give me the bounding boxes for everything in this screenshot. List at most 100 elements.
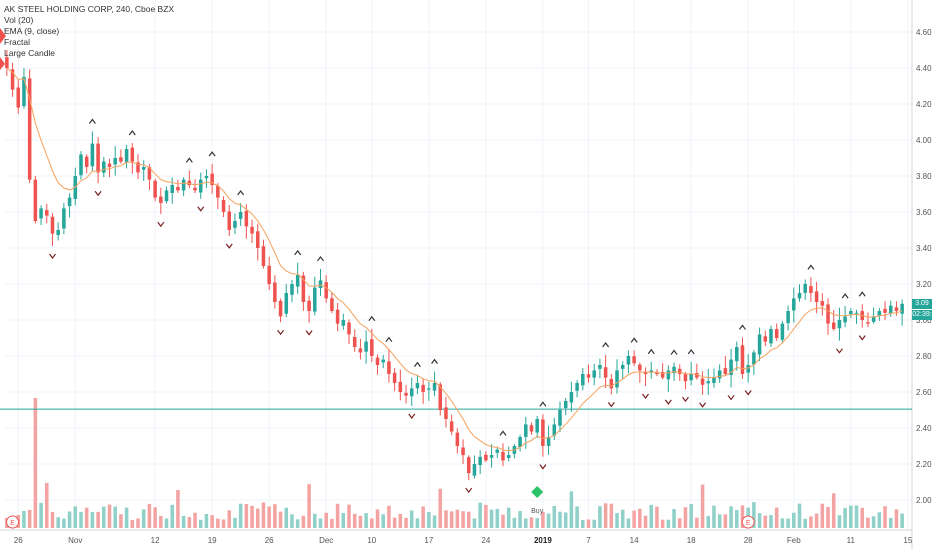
volume-bar xyxy=(512,517,517,528)
volume-bar xyxy=(575,506,579,528)
candle-body xyxy=(888,305,893,314)
volume-bar xyxy=(153,507,157,528)
candle-body xyxy=(409,388,414,397)
candle-body xyxy=(501,451,505,461)
volume-bar xyxy=(62,518,66,528)
candle-body xyxy=(10,69,15,90)
candle-body xyxy=(324,282,328,299)
volume-bar xyxy=(427,512,431,528)
fractal-down-marker xyxy=(305,330,313,336)
fractal-down-marker xyxy=(664,399,672,405)
candle-body xyxy=(164,190,169,202)
volume-bar xyxy=(752,502,756,528)
candle-body xyxy=(735,347,739,362)
volume-bar xyxy=(478,502,482,528)
candle-body xyxy=(39,208,43,219)
volume-bar xyxy=(455,509,460,528)
candle-body xyxy=(438,384,443,410)
fractal-up-marker xyxy=(858,291,866,297)
volume-bar xyxy=(655,506,659,528)
volume-bar xyxy=(421,506,425,528)
legend-ema[interactable]: EMA (9, close) xyxy=(4,26,60,36)
volume-bar xyxy=(809,516,813,528)
candle-body xyxy=(421,384,425,392)
time-tick-label: 26 xyxy=(265,536,274,545)
volume-bar xyxy=(352,513,357,528)
volume-bar xyxy=(837,515,842,528)
volume-bar xyxy=(888,517,893,528)
candle-body xyxy=(803,284,807,293)
time-axis[interactable]: 26 Nov 12 19 26 Dec 10 17 24 2019 7 14 18 28 Feb 11 15 xyxy=(14,536,913,545)
volume-bar xyxy=(740,505,745,528)
candle-body xyxy=(255,231,260,248)
candle-body xyxy=(79,154,83,176)
fractal-up-marker xyxy=(294,249,302,256)
volume-bar xyxy=(535,518,539,528)
volume-bar xyxy=(107,504,112,528)
fractal-down-marker xyxy=(835,348,843,354)
volume-bar xyxy=(501,514,505,528)
earnings-label: E xyxy=(746,520,751,527)
time-tick-label: 15 xyxy=(903,536,912,545)
candle-body xyxy=(740,345,745,374)
candle-body xyxy=(569,392,574,403)
fractal-down-marker xyxy=(681,396,689,403)
volume-bar xyxy=(558,511,562,528)
candle-body xyxy=(381,359,385,363)
volume-bar xyxy=(484,504,488,528)
volume-bar xyxy=(786,518,790,528)
candle-body xyxy=(387,361,391,374)
price-tick-label: 3.40 xyxy=(916,244,932,253)
candle-body xyxy=(56,230,60,236)
candle-body xyxy=(284,293,289,314)
candle-body xyxy=(250,226,254,234)
legend-fractal[interactable]: Fractal xyxy=(4,37,30,47)
legend-vol[interactable]: Vol (20) xyxy=(4,15,34,25)
candle-body xyxy=(837,320,842,329)
candle-body xyxy=(769,329,773,344)
volume-bar xyxy=(102,506,106,528)
candle-body xyxy=(638,364,642,371)
legend-symbol[interactable]: AK STEEL HOLDING CORP, 240, Cboe BZX xyxy=(4,4,175,14)
price-tick-label: 3.60 xyxy=(916,208,932,217)
candle-body xyxy=(221,199,226,212)
candle-body xyxy=(204,176,209,179)
price-axis[interactable]: 4.60 4.40 4.20 4.00 3.80 3.60 3.40 3.20 3.00 2.80… xyxy=(916,28,932,505)
price-tick-label: 4.40 xyxy=(916,64,932,73)
volume-bar xyxy=(210,515,214,528)
volume-bar xyxy=(900,513,904,528)
candle-body xyxy=(683,374,688,382)
fractal-down-marker xyxy=(94,190,102,197)
volume-bar xyxy=(398,513,403,528)
volume-bar xyxy=(113,506,117,528)
candle-body xyxy=(814,291,819,302)
fractal-down-marker xyxy=(197,206,205,212)
fractal-up-marker xyxy=(128,130,136,136)
volume-bar xyxy=(22,511,26,528)
candle-body xyxy=(552,424,557,436)
fractal-up-marker xyxy=(630,337,638,343)
volume-bar xyxy=(712,505,716,528)
candle-body xyxy=(267,265,271,284)
volume-bar xyxy=(273,504,277,528)
candle-body xyxy=(757,334,762,355)
volume-bar xyxy=(649,504,654,528)
volume-bar xyxy=(763,515,768,528)
legend-large-candle[interactable]: Large Candle xyxy=(4,48,56,58)
candle-body xyxy=(472,464,477,476)
price-tick-label: 3.80 xyxy=(916,172,932,181)
volume-bar xyxy=(244,504,249,528)
volume-bar xyxy=(814,513,819,528)
volume-bar xyxy=(866,517,870,528)
fractal-down-marker xyxy=(157,221,165,228)
candle-body xyxy=(529,425,534,432)
candles xyxy=(5,50,904,481)
fractal-down-marker xyxy=(539,464,547,470)
candle-body xyxy=(216,185,220,198)
volume-bars xyxy=(5,398,904,528)
candle-body xyxy=(96,143,100,173)
time-tick-label: 28 xyxy=(744,536,753,545)
candle-body xyxy=(866,322,870,324)
candle-body xyxy=(307,300,311,311)
fractal-up-marker xyxy=(431,358,439,364)
